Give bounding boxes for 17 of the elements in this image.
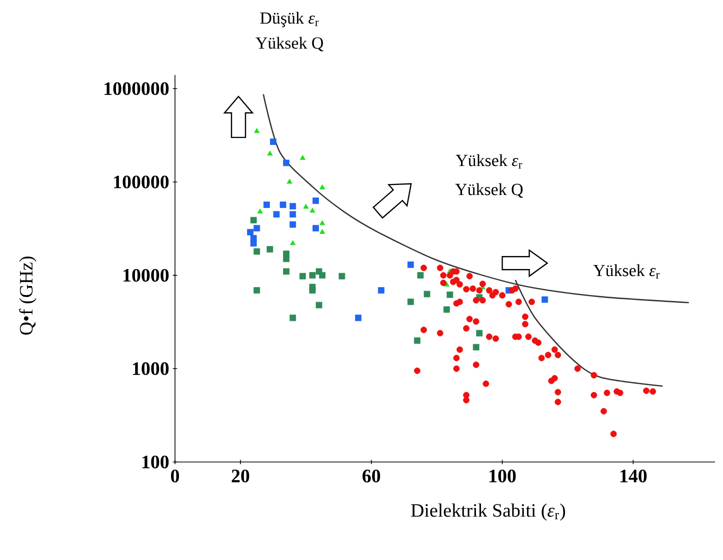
annotation: Yüksek ε$_{r}$ [593,264,660,279]
annotation: Yüksek Q [455,183,523,198]
text: Yüksek Q [256,36,324,52]
y-tick-label: 100 [142,456,169,468]
text: Düşük ε$_{r}$ [260,12,319,28]
x-tick-label: 140 [620,470,647,482]
x-tick-label: 60 [362,470,380,482]
x-tick-label: 100 [490,470,516,482]
y-axis-title: Q•f (GHz) [19,256,36,335]
y-tick-label: 1000000 [104,82,169,96]
y-tick-label: 10000 [124,268,169,282]
x-tick-label: 0 [170,470,179,482]
annotation: Yüksek ε$_{r}$ [456,154,522,169]
y-tick-label: 1000 [133,362,169,376]
y-tick-label: 100000 [114,176,169,188]
x-tick-label: 20 [232,470,250,482]
x-axis-title: Dielektrik Sabiti (ε$_{r}$) [411,504,566,521]
